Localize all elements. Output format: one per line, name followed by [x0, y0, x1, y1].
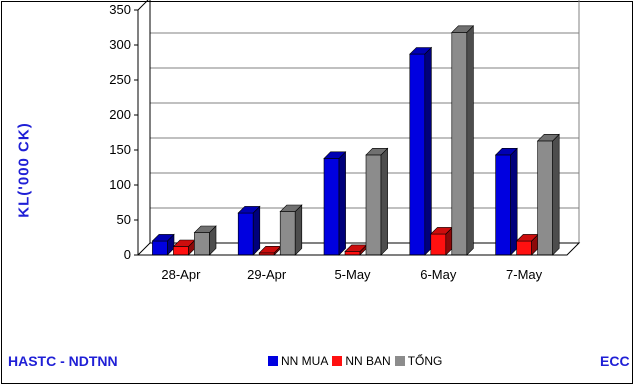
legend-label-nn-ban: NN BAN	[345, 354, 391, 368]
y-tick-label: 200	[109, 107, 131, 122]
bar-top	[237, 206, 261, 214]
bar-top	[193, 225, 217, 233]
bar-top	[151, 234, 175, 242]
bar-side	[424, 46, 432, 256]
bar-nn-mua-29-Apr	[237, 212, 254, 256]
footer-left-text: HASTC - NDTNN	[8, 353, 118, 369]
bar-nn-mua-7-May	[495, 154, 511, 256]
x-tick-label: 29-Apr	[247, 267, 287, 282]
bar-side	[466, 25, 474, 256]
legend-swatch-tong	[394, 356, 405, 366]
legend-label-tong: TỔNG	[407, 354, 443, 368]
legend-swatch-nn-ban	[332, 356, 343, 366]
bar-nn-mua-5-May	[323, 158, 340, 256]
x-tick-label: 6-May	[420, 267, 457, 282]
footer-right-text: ECC	[600, 353, 630, 369]
legend-item-nn-mua: NN MUA	[268, 354, 328, 368]
bar-nn-ban-7-May	[516, 240, 532, 256]
bar-top	[323, 151, 347, 159]
bar-tổng-5-May	[365, 154, 382, 256]
x-tick-label: 7-May	[506, 267, 543, 282]
legend-item-tong: TỔNG	[394, 354, 443, 368]
bar-top	[279, 204, 303, 212]
bar-nn-ban-28-Apr	[173, 246, 189, 256]
side-wall-top-edge	[137, 0, 149, 11]
bar-side	[380, 147, 388, 256]
bar-tổng-6-May	[451, 32, 468, 256]
legend-item-nn-ban: NN BAN	[332, 354, 391, 368]
bar-side	[252, 205, 261, 256]
bar-tổng-28-Apr	[194, 232, 210, 256]
bar-nn-mua-6-May	[409, 53, 426, 256]
bar-top	[536, 134, 560, 142]
y-tick-label: 150	[109, 142, 131, 157]
bar-side	[294, 204, 303, 256]
bar-top	[409, 47, 433, 55]
y-tick-label: 50	[117, 212, 131, 227]
bar-nn-mua-28-Apr	[152, 240, 168, 256]
bar-nn-ban-6-May	[430, 233, 447, 256]
bar-top	[365, 148, 389, 156]
legend: NN MUA NN BAN TỔNG	[268, 354, 446, 368]
y-tick-label: 300	[109, 37, 131, 52]
bar-top	[494, 148, 518, 156]
bar-top	[451, 25, 475, 33]
y-axis-label: KL('000 CK)	[15, 122, 33, 218]
y-tick-label: 0	[124, 247, 131, 262]
x-tick-label: 5-May	[334, 267, 371, 282]
bar-tổng-7-May	[537, 140, 553, 256]
bar-tổng-29-Apr	[279, 211, 296, 256]
legend-label-nn-mua: NN MUA	[281, 354, 329, 368]
legend-swatch-nn-mua	[268, 356, 278, 366]
y-tick-label: 350	[109, 2, 131, 17]
bar-side	[510, 147, 518, 256]
y-tick-label: 250	[109, 72, 131, 87]
bar-nn-ban-5-May	[344, 251, 361, 256]
x-tick-label: 28-Apr	[161, 267, 201, 282]
bar-side	[552, 133, 560, 256]
y-tick-label: 100	[109, 177, 131, 192]
bar-side	[338, 151, 346, 256]
